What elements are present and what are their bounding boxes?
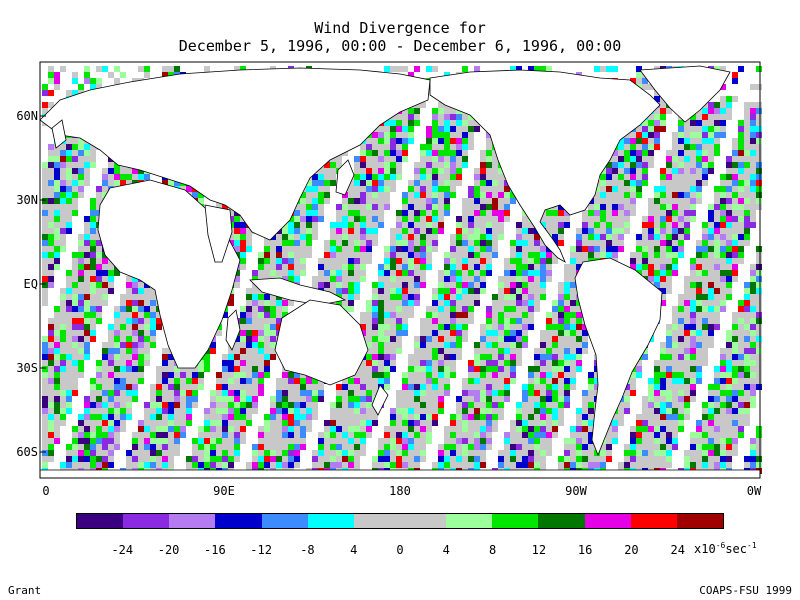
legend-swatch	[261, 514, 308, 528]
legend-tick-label: 24	[670, 543, 685, 557]
legend-tick-label: -20	[157, 543, 180, 557]
legend-tick-label: 8	[488, 543, 497, 557]
land-indonesia	[249, 277, 347, 306]
land-masses	[39, 65, 761, 479]
land-madagascar	[225, 309, 241, 351]
legend-swatch	[353, 514, 400, 528]
map-subtitle-date-range: December 5, 1996, 00:00 - December 6, 19…	[178, 37, 622, 55]
legend-tick-label: -16	[204, 543, 226, 557]
legend-swatch	[584, 514, 631, 528]
latitude-labels: 60N 30N EQ 30S 60S	[16, 109, 46, 459]
wind-divergence-map: 60N 30N EQ 30S 60S 0 90E 180 90W 0W	[16, 61, 762, 498]
map-title: Wind Divergence for	[314, 19, 486, 37]
legend-units: x10-6sec-1	[694, 541, 757, 556]
legend-swatch	[77, 514, 124, 528]
legend-swatch	[123, 514, 170, 528]
legend-tick-label: 12	[531, 543, 547, 557]
legend-swatch	[446, 514, 493, 528]
latitude-label: 30S	[16, 361, 38, 375]
legend-tick-label: 4	[442, 543, 450, 557]
legend-tick-label: 0	[396, 543, 404, 557]
longitude-label: 180	[389, 484, 411, 498]
credit-label: COAPS-FSU 1999	[699, 584, 792, 597]
latitude-label: 60N	[16, 109, 38, 123]
legend-swatch	[215, 514, 262, 528]
legend-swatch	[538, 514, 585, 528]
legend-tick-label: -24	[111, 543, 134, 557]
land-new-zealand	[371, 384, 389, 416]
color-legend	[76, 513, 724, 529]
legend-tick-label: -8	[300, 543, 315, 557]
longitude-label: 90W	[565, 484, 587, 498]
author-label: Grant	[8, 584, 42, 597]
longitude-label: 90E	[213, 484, 235, 498]
longitude-label: 0W	[747, 484, 762, 498]
land-india	[204, 204, 233, 263]
land-british-isles	[51, 119, 67, 149]
legend-swatch	[492, 514, 539, 528]
legend-swatch	[307, 514, 354, 528]
longitude-labels: 0 90E 180 90W 0W	[42, 484, 762, 498]
land-japan	[335, 159, 355, 196]
longitude-label: 0	[42, 484, 49, 498]
legend-swatch	[630, 514, 677, 528]
land-north-america	[429, 69, 661, 263]
legend-swatch	[676, 514, 723, 528]
legend-tick-label: 20	[624, 543, 639, 557]
map-border	[39, 61, 761, 479]
land-antarctica	[39, 469, 761, 479]
land-south-america	[574, 257, 663, 457]
land-greenland	[639, 65, 731, 123]
legend-tick-label: 16	[577, 543, 593, 557]
land-australia	[274, 299, 369, 386]
latitude-label: 60S	[16, 445, 38, 459]
latitude-label: 30N	[16, 193, 38, 207]
legend-swatch	[169, 514, 216, 528]
land-eurasia	[39, 67, 431, 241]
legend-tick-label: -12	[250, 543, 272, 557]
latitude-label: EQ	[24, 277, 38, 291]
legend-swatch	[399, 514, 447, 528]
legend-tick-label: 4	[350, 543, 358, 557]
